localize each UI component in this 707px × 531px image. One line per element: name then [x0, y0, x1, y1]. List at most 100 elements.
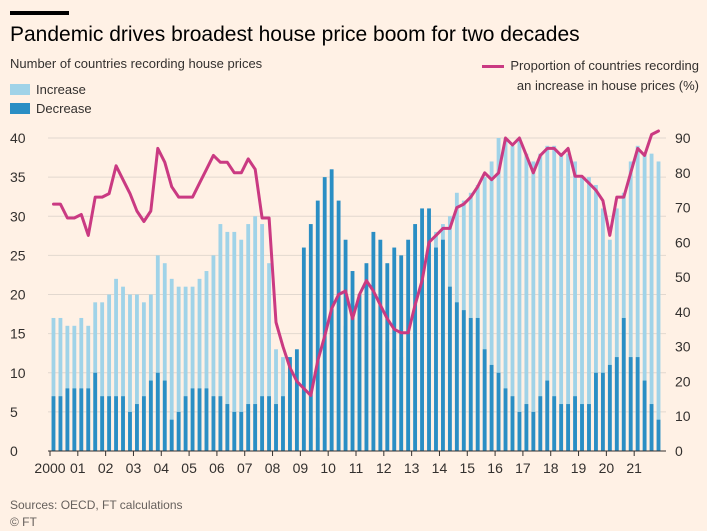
bar-decrease: [357, 294, 362, 451]
bar-increase: [79, 317, 84, 451]
legend-proportion-swatch: [482, 65, 505, 69]
bar-decrease: [51, 396, 56, 451]
bar-decrease: [141, 396, 146, 451]
bar-increase: [204, 271, 209, 451]
bar-decrease: [656, 419, 661, 451]
bar-decrease: [135, 404, 139, 451]
footer: Sources: OECD, FT calculations © FT: [10, 497, 183, 531]
bar-increase: [246, 224, 251, 451]
bar-decrease: [406, 239, 411, 451]
bar-decrease: [371, 231, 376, 451]
bar-decrease: [531, 411, 536, 451]
bar-increase: [218, 224, 223, 451]
legend-increase: Increase: [10, 82, 86, 97]
bar-decrease: [600, 372, 605, 451]
bar-decrease: [427, 208, 431, 451]
left-tick-label: 35: [10, 169, 26, 185]
bar-increase: [274, 349, 278, 451]
bar-decrease: [86, 388, 91, 451]
bar-decrease: [65, 388, 70, 451]
x-tick-label: 21: [626, 460, 642, 476]
bar-increase: [566, 153, 571, 451]
x-tick-label: 09: [293, 460, 309, 476]
bar-increase: [169, 278, 174, 451]
x-tick-label: 19: [571, 460, 587, 476]
bar-decrease: [322, 177, 327, 451]
bar-decrease: [294, 349, 299, 451]
bar-decrease: [218, 396, 223, 451]
bar-decrease: [524, 404, 529, 451]
bar-increase: [148, 294, 153, 451]
right-tick-label: 0: [675, 443, 683, 459]
bar-increase: [253, 216, 258, 451]
x-tick-label: 01: [70, 460, 86, 476]
bar-decrease: [552, 396, 557, 451]
bar-decrease: [573, 396, 577, 451]
right-tick-label: 20: [675, 373, 691, 389]
bar-decrease: [489, 364, 494, 451]
bar-decrease: [162, 380, 167, 451]
bar-decrease: [190, 388, 195, 451]
x-tick-label: 07: [237, 460, 253, 476]
bar-decrease: [566, 404, 571, 451]
bar-decrease: [267, 396, 271, 451]
bar-increase: [114, 278, 118, 451]
bar-decrease: [621, 317, 626, 451]
bar-increase: [128, 294, 132, 451]
right-tick-label: 50: [675, 269, 691, 285]
bar-decrease: [503, 388, 508, 451]
bar-decrease: [399, 255, 404, 451]
x-tick-label: 11: [349, 460, 364, 476]
bar-decrease: [642, 380, 647, 451]
bar-increase: [573, 161, 577, 451]
right-tick-label: 60: [675, 234, 691, 250]
bar-increase: [162, 263, 167, 451]
bar-decrease: [239, 411, 244, 451]
x-tick-label: 18: [543, 460, 559, 476]
legend-decrease-label: Decrease: [36, 101, 92, 116]
legend-proportion-label-line1: Proportion of countries recording: [510, 58, 699, 73]
bar-increase: [503, 138, 508, 451]
right-tick-label: 70: [675, 200, 691, 216]
bar-decrease: [128, 411, 132, 451]
bar-increase: [107, 294, 112, 451]
left-tick-label: 40: [10, 130, 26, 146]
bar-increase: [580, 177, 584, 451]
x-tick-label: 05: [181, 460, 197, 476]
bar-decrease: [447, 286, 452, 451]
bar-decrease: [364, 263, 369, 451]
bar-decrease: [121, 396, 125, 451]
left-tick-label: 20: [10, 287, 26, 303]
bar-decrease: [148, 380, 153, 451]
bar-decrease: [538, 396, 543, 451]
bar-decrease: [628, 357, 633, 451]
x-tick-label: 02: [98, 460, 114, 476]
right-tick-label: 40: [675, 304, 691, 320]
left-tick-label: 0: [10, 443, 18, 459]
bar-increase: [635, 145, 640, 451]
bar-decrease: [58, 396, 63, 451]
bar-increase: [531, 161, 536, 451]
bar-increase: [239, 239, 244, 451]
bar-decrease: [545, 380, 550, 451]
legend-proportion: Proportion of countries recording an inc…: [482, 56, 699, 96]
chart-title: Pandemic drives broadest house price boo…: [10, 23, 580, 46]
x-tick-label: 20: [599, 460, 615, 476]
bar-increase: [100, 302, 105, 451]
bar-increase: [656, 161, 661, 451]
bar-increase: [614, 208, 619, 451]
bar-decrease: [614, 357, 619, 451]
bar-decrease: [587, 404, 591, 451]
bar-decrease: [197, 388, 202, 451]
right-tick-label: 10: [675, 408, 691, 424]
bar-increase: [510, 145, 515, 451]
bar-increase: [489, 161, 494, 451]
bar-decrease: [93, 372, 98, 451]
bar-increase: [607, 239, 612, 451]
bar-increase: [538, 153, 543, 451]
bar-increase: [232, 231, 237, 451]
bar-decrease: [434, 247, 438, 451]
x-tick-label: 15: [459, 460, 475, 476]
bar-decrease: [510, 396, 515, 451]
bar-increase: [524, 153, 529, 451]
